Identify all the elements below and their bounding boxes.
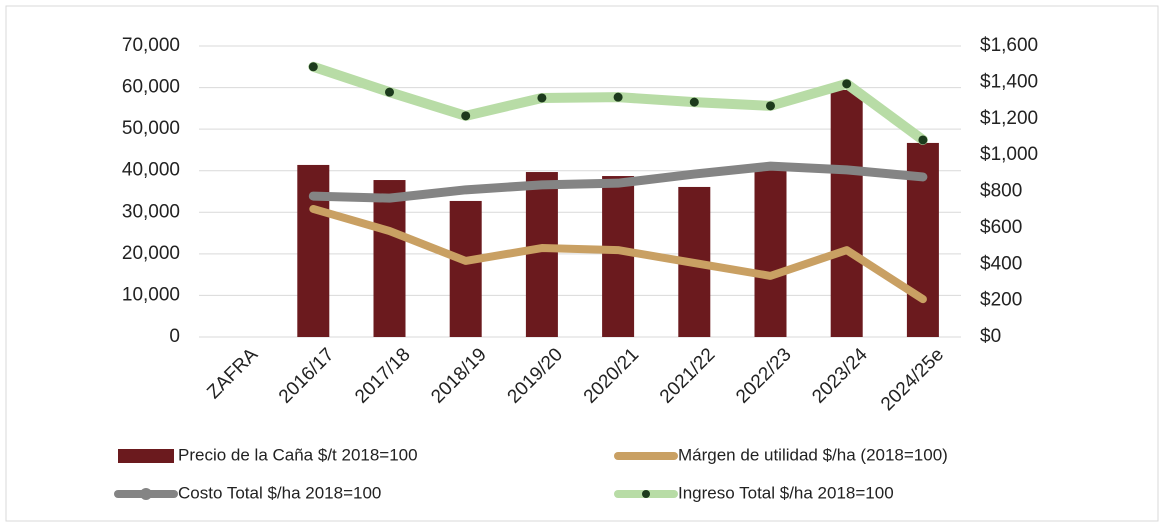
x-tick-label: ZAFRA — [203, 344, 262, 403]
point — [385, 87, 394, 97]
bar — [525, 172, 558, 337]
y2-tick-label: $1,000 — [980, 144, 1038, 165]
x-tick-label: 2022/23 — [732, 344, 795, 407]
y-tick-label: 30,000 — [122, 201, 180, 222]
y2-tick-label: $400 — [980, 253, 1022, 274]
chart-border — [5, 5, 1159, 522]
bar — [449, 200, 482, 337]
x-tick-label: 2016/17 — [275, 344, 338, 407]
x-tick-label: 2020/21 — [580, 344, 643, 407]
legend-swatch — [118, 449, 174, 463]
y-tick-label: 0 — [169, 326, 180, 347]
y-tick-label: 40,000 — [122, 160, 180, 181]
legend-label: Costo Total $/ha 2018=100 — [178, 483, 381, 502]
point — [689, 97, 699, 107]
point — [918, 135, 928, 145]
bar — [297, 164, 330, 337]
point — [613, 92, 623, 102]
y2-tick-label: $1,400 — [980, 71, 1038, 92]
line-series — [308, 161, 928, 203]
bar — [830, 90, 863, 337]
y2-tick-label: $800 — [980, 181, 1022, 202]
x-tick-label: 2021/22 — [656, 344, 719, 407]
legend-label: Márgen de utilidad $/ha (2018=100) — [678, 445, 948, 464]
point — [537, 93, 547, 103]
y2-tick-label: $200 — [980, 290, 1022, 311]
bar — [373, 180, 406, 337]
y2-tick-label: $600 — [980, 217, 1022, 238]
bar — [602, 176, 635, 337]
point — [842, 79, 852, 89]
legend-label: Precio de la Caña $/t 2018=100 — [178, 445, 418, 464]
y-tick-label: 60,000 — [122, 77, 180, 98]
x-tick-label: 2018/19 — [427, 344, 490, 407]
point — [308, 62, 318, 72]
line-series — [309, 204, 927, 304]
bar — [754, 166, 787, 337]
point — [766, 101, 775, 111]
y-tick-label: 20,000 — [122, 243, 180, 264]
y-tick-label: 50,000 — [122, 118, 180, 139]
y2-tick-label: $1,200 — [980, 108, 1038, 129]
legend-marker — [140, 488, 152, 500]
legend-label: Ingreso Total $/ha 2018=100 — [678, 483, 894, 502]
x-tick-label: 2017/18 — [351, 344, 414, 407]
x-tick-label: 2023/24 — [808, 344, 872, 408]
x-tick-label: 2024/25e — [877, 344, 948, 415]
y2-tick-label: $1,600 — [980, 35, 1038, 56]
point — [461, 111, 471, 121]
x-tick-label: 2019/20 — [504, 344, 567, 407]
y-tick-label: 70,000 — [122, 35, 180, 56]
legend-marker — [642, 490, 650, 498]
y-tick-label: 10,000 — [122, 284, 180, 305]
y2-tick-label: $0 — [980, 326, 1001, 347]
